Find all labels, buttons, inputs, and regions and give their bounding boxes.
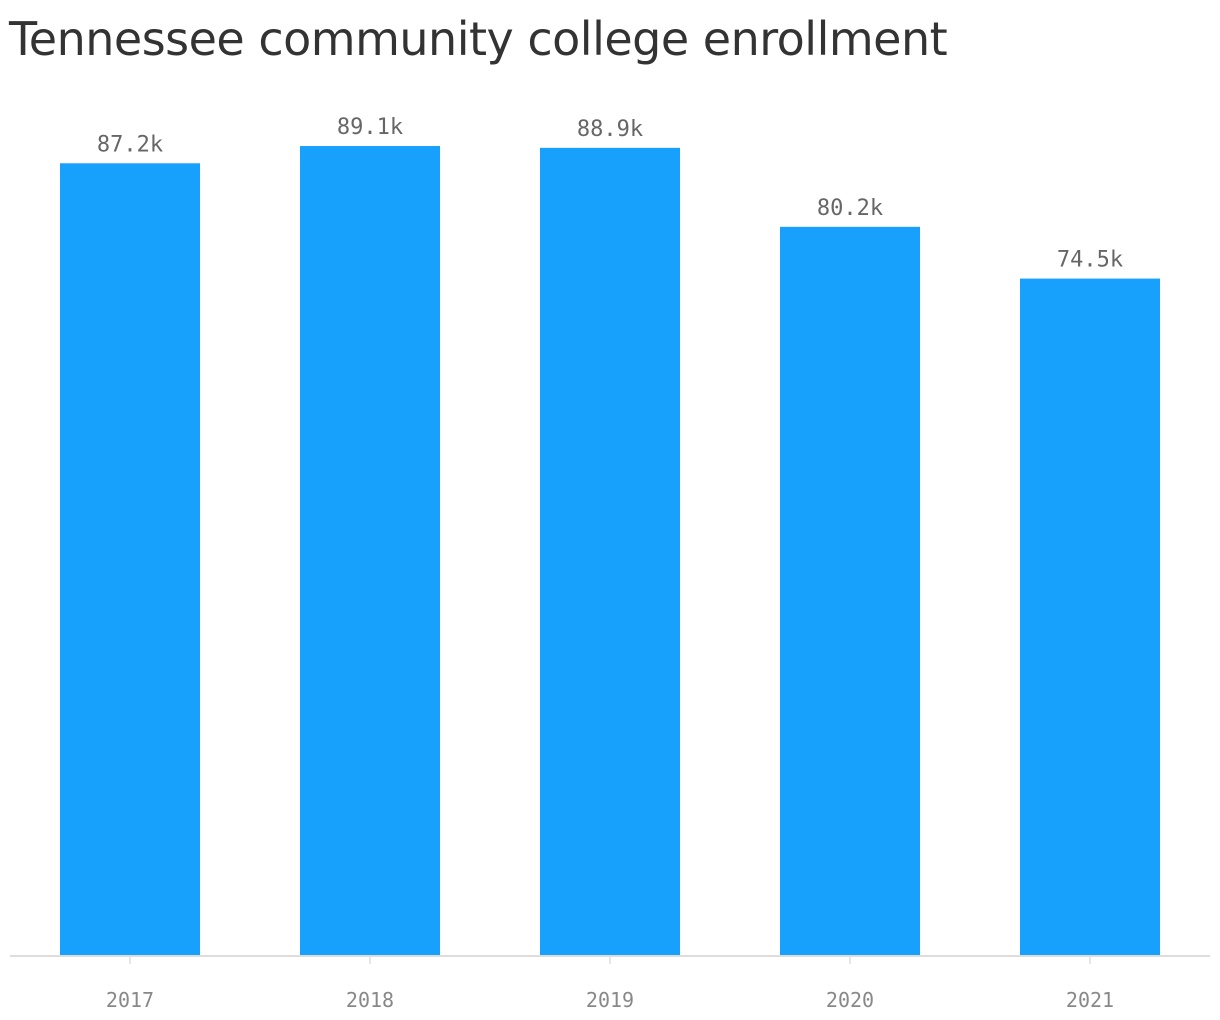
x-tick-label-2019: 2019 [586,988,634,1012]
bar-2021 [1020,278,1160,956]
bar-2020 [780,226,920,956]
value-label-2017: 87.2k [97,132,163,157]
bar-2018 [300,146,440,955]
x-tick-label-2017: 2017 [106,988,154,1012]
value-label-2019: 88.9k [577,117,643,142]
value-label-2018: 89.1k [337,115,403,140]
bar-2017 [60,163,200,955]
bars-group [60,146,1160,956]
x-tick-label-2020: 2020 [826,988,874,1012]
x-axis-tick-labels-group: 2017 2018 2019 2020 2021 [106,988,1114,1012]
value-label-2021: 74.5k [1057,248,1123,273]
value-label-2020: 80.2k [817,196,883,221]
bar-2019 [540,147,680,955]
value-labels-group: 87.2k 89.1k 88.9k 80.2k 74.5k [97,115,1123,273]
x-tick-label-2021: 2021 [1066,988,1114,1012]
x-axis-ticks-group [129,957,1091,964]
x-tick-label-2018: 2018 [346,988,394,1012]
chart-title: Tennessee community college enrollment [9,12,948,66]
